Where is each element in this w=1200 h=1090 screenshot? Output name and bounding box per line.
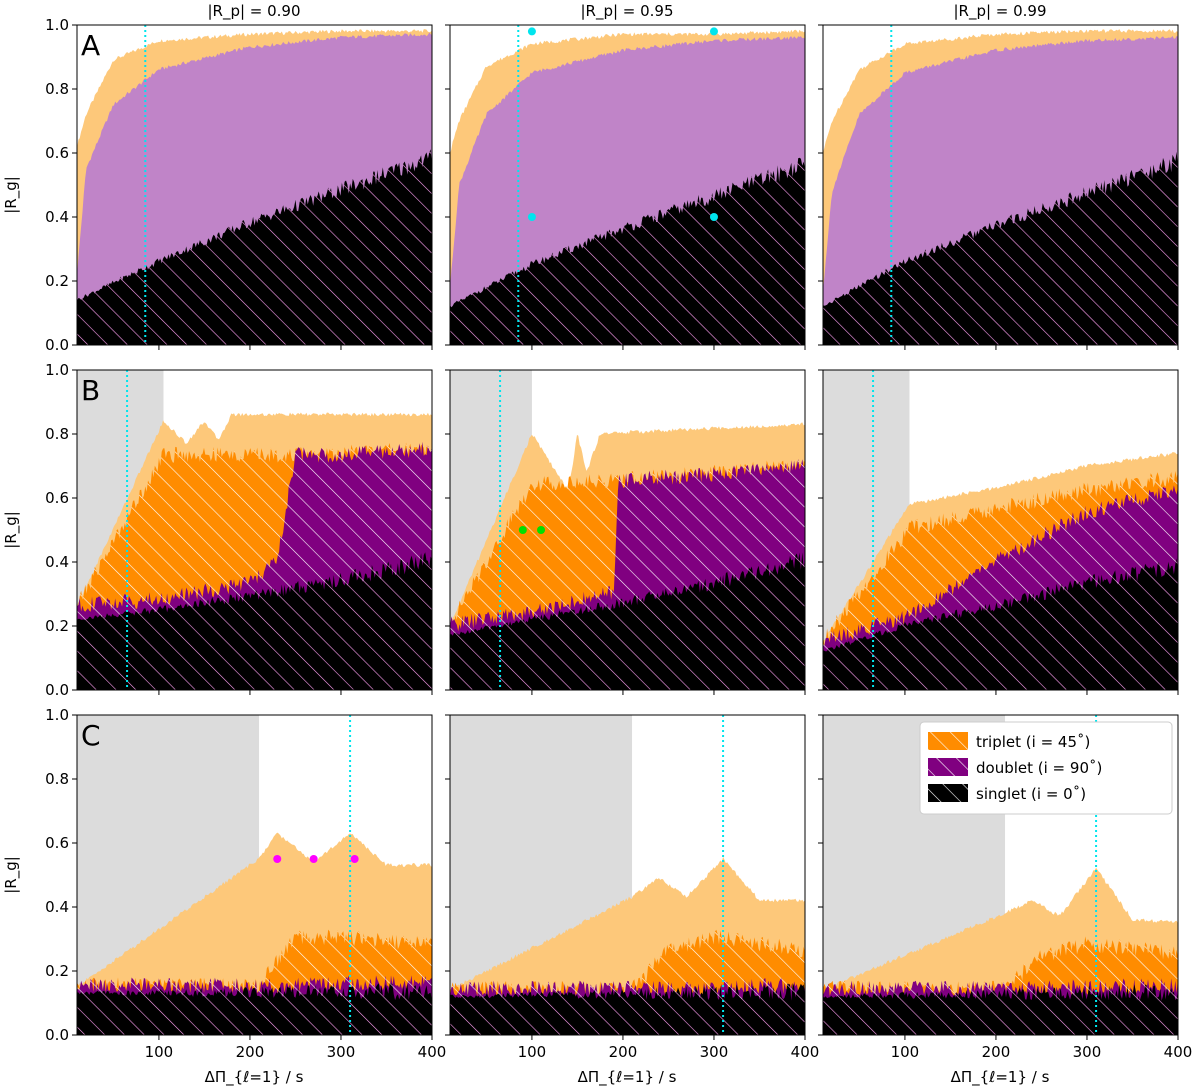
panels: A0.00.20.40.60.81.0B0.00.20.40.60.81.0C0…: [45, 16, 1192, 1061]
series-singlet-hatch: [823, 151, 1178, 345]
panel-plot-area: [823, 370, 1178, 690]
y-tick-label: 1.0: [45, 706, 69, 724]
legend-label-doublet: doublet (i = 90˚): [976, 759, 1102, 777]
y-axis-label-row-b: |R_g|: [2, 511, 21, 549]
panel-frame: [76, 714, 433, 1036]
panel-plot-area: [823, 25, 1178, 345]
y-tick-label: 0.2: [45, 617, 69, 635]
legend-frame: [919, 721, 1173, 815]
series-singlet-hatch: [77, 552, 432, 690]
y-tick-label: 0.8: [45, 80, 69, 98]
legend-label-singlet: singlet (i = 0˚): [976, 785, 1086, 803]
green-dot: [537, 526, 546, 534]
column-title-2: |R_p| = 0.95: [580, 2, 673, 21]
panel-frame: [822, 369, 1179, 691]
panel-plot-area: [77, 25, 432, 345]
cyan-dot: [709, 27, 718, 36]
panel-b2: [445, 369, 806, 695]
panel-frame: [449, 24, 806, 346]
panel-frame: [76, 369, 433, 691]
magenta-dot: [309, 855, 318, 863]
x-tick-label: 200: [236, 1043, 265, 1061]
cyan-dot: [709, 213, 718, 221]
cyan-dot: [527, 27, 536, 36]
panel-b1: B 0.0 0.2 0.4 0.6 0.8 1.0: [45, 361, 433, 699]
x-tick-label: 100: [891, 1043, 920, 1061]
column-title-1: |R_p| = 0.90: [207, 2, 300, 21]
panel-b3: [818, 369, 1179, 695]
row-label-b: B: [81, 374, 100, 407]
column-titles: |R_p| = 0.90 |R_p| = 0.95 |R_p| = 0.99: [207, 2, 1046, 21]
panel-frame: [822, 24, 1179, 346]
y-tick-label: 1.0: [45, 361, 69, 379]
cyan-dot: [527, 213, 536, 221]
panel-plot-area: [77, 715, 432, 1035]
x-axis-label-col-3: ΔΠ_{ℓ=1} / s: [951, 1068, 1050, 1087]
panel-frame: [822, 714, 1179, 1036]
y-tick-label: 0.2: [45, 962, 69, 980]
y-tick-label: 0.4: [45, 208, 69, 226]
y-tick-label: 0.6: [45, 489, 69, 507]
magenta-dot: [273, 855, 282, 863]
series-singlet-hatch: [450, 157, 805, 345]
legend-item-doublet: doublet (i = 90˚): [928, 758, 1102, 777]
panel-plot-area: [450, 715, 805, 1035]
panel-frame: [76, 24, 433, 346]
panel-plot-area: [450, 370, 805, 690]
legend-label-triplet: triplet (i = 45˚): [976, 733, 1090, 751]
green-dot: [518, 526, 527, 534]
y-tick-label: 0.4: [45, 553, 69, 571]
y-tick-label: 1.0: [45, 16, 69, 34]
y-tick-label: 0.8: [45, 425, 69, 443]
panel-plot-area: [450, 25, 805, 345]
series-singlet-hatch: [77, 983, 432, 1035]
x-tick-label: 400: [791, 1043, 820, 1061]
series-singlet-hatch: [450, 983, 805, 1035]
y-tick-label: 0.0: [45, 336, 69, 354]
x-tick-label: 100: [518, 1043, 547, 1061]
panel-a1: A 0.0 0.2 0.4 0.6 0.8 1.0: [45, 16, 433, 354]
series-singlet-hatch: [823, 984, 1178, 1035]
series-singlet-hatch: [450, 552, 805, 690]
x-tick-label: 300: [327, 1043, 356, 1061]
x-tick-label: 300: [700, 1043, 729, 1061]
y-tick-label: 0.8: [45, 770, 69, 788]
x-tick-label: 400: [1164, 1043, 1193, 1061]
panel-frame: [449, 714, 806, 1036]
legend-item-singlet: singlet (i = 0˚): [928, 784, 1086, 803]
y-axis-label-row-a: |R_g|: [2, 176, 21, 214]
y-tick-label: 0.0: [45, 681, 69, 699]
y-tick-label: 0.4: [45, 898, 69, 916]
series-singlet-hatch: [823, 558, 1178, 690]
y-tick-label: 0.0: [45, 1026, 69, 1044]
y-axis-labels: |R_g| |R_g| |R_g|: [2, 176, 21, 894]
x-tick-label: 200: [609, 1043, 638, 1061]
series-singlet-hatch: [77, 149, 432, 345]
x-tick-label: 200: [982, 1043, 1011, 1061]
panel-frame: [449, 369, 806, 691]
x-axis-label-col-1: ΔΠ_{ℓ=1} / s: [205, 1068, 304, 1087]
magenta-dot: [350, 855, 359, 863]
x-tick-label: 300: [1073, 1043, 1102, 1061]
y-tick-label: 0.2: [45, 272, 69, 290]
x-axis-label-col-2: ΔΠ_{ℓ=1} / s: [578, 1068, 677, 1087]
y-tick-label: 0.6: [45, 144, 69, 162]
panel-plot-area: [77, 370, 432, 690]
y-axis-label-row-c: |R_g|: [2, 856, 21, 894]
legend-item-triplet: triplet (i = 45˚): [928, 732, 1090, 751]
x-tick-label: 100: [145, 1043, 174, 1061]
panel-a3: [818, 24, 1179, 350]
y-tick-label: 0.6: [45, 834, 69, 852]
legend: triplet (i = 45˚) doublet (i = 90˚) sing…: [919, 721, 1173, 815]
row-label-a: A: [81, 29, 100, 62]
column-title-3: |R_p| = 0.99: [953, 2, 1046, 21]
panel-c2: 100 200 300 400: [445, 714, 820, 1061]
panel-c1: C 0.0 0.2 0.4 0.6 0.8 1.0 100 200 300 400: [45, 706, 446, 1061]
panel-a2: [445, 24, 806, 350]
x-tick-label: 400: [418, 1043, 447, 1061]
x-axis-labels: ΔΠ_{ℓ=1} / s ΔΠ_{ℓ=1} / s ΔΠ_{ℓ=1} / s: [205, 1068, 1050, 1087]
row-label-c: C: [81, 719, 101, 752]
